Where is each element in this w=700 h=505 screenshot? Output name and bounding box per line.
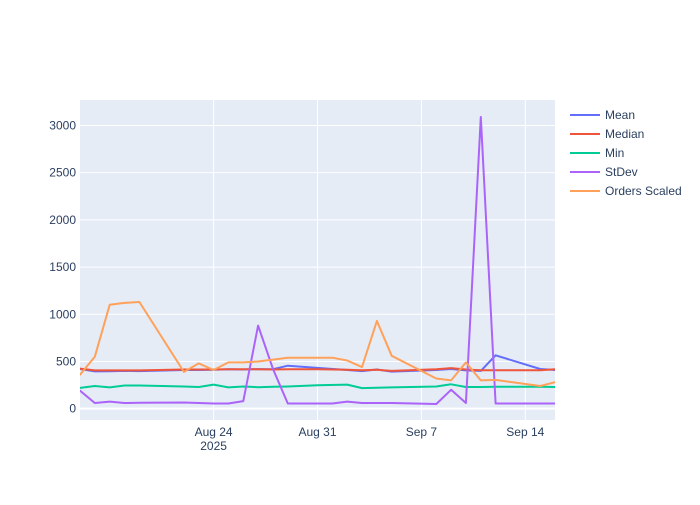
y-tick-label: 1000: [49, 307, 76, 321]
legend-item-min[interactable]: Min: [570, 146, 624, 160]
y-tick-label: 2000: [49, 213, 76, 227]
y-axis: 0 500 1000 1500 2000 2500 3000: [49, 118, 76, 415]
y-tick-label: 0: [69, 402, 76, 416]
legend-item-median[interactable]: Median: [570, 127, 644, 141]
x-tick-sublabel: 2025: [200, 439, 227, 453]
y-tick-label: 500: [56, 354, 76, 368]
legend-item-orders-scaled[interactable]: Orders Scaled: [570, 184, 682, 198]
x-tick-label: Sep 14: [506, 425, 544, 439]
legend-label: Mean: [605, 108, 635, 122]
legend-label: Min: [605, 146, 624, 160]
series-line-median: [80, 367, 555, 372]
legend-label: Median: [605, 127, 644, 141]
y-tick-label: 1500: [49, 260, 76, 274]
grid-lines: [80, 100, 555, 420]
legend-item-stdev[interactable]: StDev: [570, 165, 638, 179]
y-tick-label: 3000: [49, 118, 76, 132]
series-line-orders-scaled: [80, 301, 555, 387]
x-tick-label: Sep 7: [406, 425, 438, 439]
legend[interactable]: Mean Median Min StDev Orders Scaled: [570, 108, 682, 198]
y-tick-label: 2500: [49, 166, 76, 180]
x-tick-label: Aug 24: [195, 425, 233, 439]
legend-item-mean[interactable]: Mean: [570, 108, 635, 122]
x-tick-label: Aug 31: [298, 425, 336, 439]
legend-label: Orders Scaled: [605, 184, 682, 198]
series-lines: [80, 116, 555, 405]
legend-label: StDev: [605, 165, 638, 179]
series-line-stdev: [80, 116, 555, 405]
